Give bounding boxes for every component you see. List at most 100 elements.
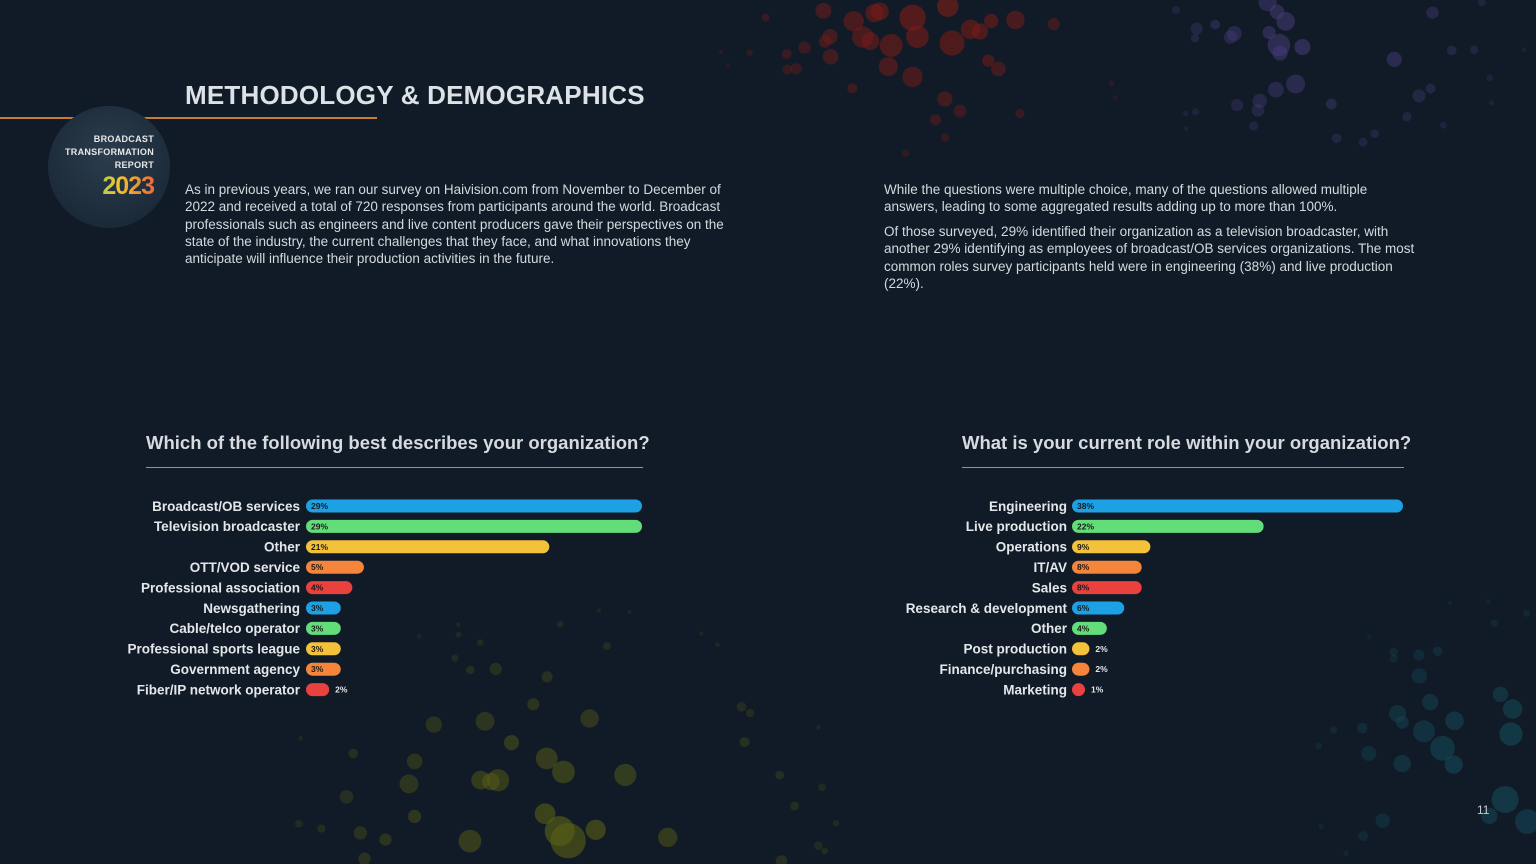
decorative-dot — [990, 61, 1006, 77]
decorative-dot — [982, 54, 995, 67]
page-number: 11 — [1477, 803, 1490, 817]
decorative-dot — [486, 769, 510, 792]
decorative-dot — [585, 819, 606, 840]
decorative-dot — [815, 2, 832, 19]
decorative-dot — [1210, 19, 1221, 30]
decorative-dot — [1370, 129, 1380, 138]
bar-value-label: 21% — [311, 542, 328, 552]
chart-title-organization: Which of the following best describes yo… — [146, 432, 650, 453]
decorative-dot — [317, 824, 326, 833]
bar-value-label: 8% — [1077, 562, 1090, 572]
decorative-dot — [627, 610, 632, 615]
decorative-dot — [1248, 121, 1259, 131]
decorative-dot — [1490, 619, 1499, 627]
title-accent-rule — [0, 117, 377, 119]
decorative-dot — [1183, 110, 1189, 117]
decorative-dot — [1425, 83, 1436, 94]
bar-value-label: 29% — [311, 501, 328, 511]
bar — [306, 601, 341, 615]
decorative-dot — [746, 49, 753, 56]
decorative-dot — [534, 803, 556, 825]
decorative-dot — [1395, 715, 1409, 729]
decorative-dot — [745, 708, 755, 718]
decorative-dot — [1486, 599, 1491, 604]
decorative-dot — [455, 631, 462, 638]
decorative-dot — [1191, 108, 1200, 116]
decorative-dot — [725, 63, 731, 68]
decorative-dot — [1361, 745, 1377, 761]
bar-value-label: 8% — [1077, 583, 1090, 593]
decorative-dot — [339, 790, 354, 804]
decorative-dot — [1446, 45, 1457, 56]
decorative-dot — [879, 33, 903, 57]
decorative-dot — [1358, 137, 1368, 147]
bar-label: Other — [1031, 621, 1068, 636]
bar-label: Television broadcaster — [154, 519, 301, 534]
decorative-dot — [1432, 646, 1443, 656]
decorative-dot — [603, 642, 611, 650]
bar — [306, 581, 353, 595]
bar-label: Sales — [1032, 580, 1067, 595]
decorative-dot — [298, 735, 304, 741]
role-bar-chart: Engineering 38% Live production 22% Operatio… — [906, 499, 1403, 697]
decorative-dot — [1331, 133, 1342, 144]
decorative-dot — [818, 783, 826, 792]
decorative-dot — [878, 57, 898, 77]
bar-label: Post production — [964, 642, 1068, 657]
decorative-dot — [1183, 126, 1189, 131]
decorative-dot — [818, 35, 832, 48]
decorative-dot — [425, 716, 442, 733]
decorative-dot — [1318, 823, 1324, 830]
decorative-dot — [865, 3, 884, 23]
bar — [1072, 683, 1085, 697]
decorative-dot — [816, 725, 821, 730]
bar — [306, 662, 341, 676]
decorative-dot — [901, 149, 910, 157]
decorative-dot — [1486, 74, 1494, 82]
decorative-dot — [1230, 99, 1244, 112]
bar-label: Professional sports league — [127, 642, 300, 657]
decorative-dot — [790, 63, 802, 75]
bar-value-label: 5% — [311, 562, 324, 572]
decorative-dot — [1251, 104, 1265, 117]
bar-label: Government agency — [170, 662, 300, 677]
badge-year: 2023 — [48, 173, 155, 199]
decorative-dot — [798, 41, 811, 54]
organization-bar-chart: Broadcast/OB services 29% Television broad… — [127, 499, 642, 697]
decorative-dot — [1268, 81, 1284, 98]
decorative-dot — [1412, 89, 1426, 103]
decorative-dot — [476, 639, 484, 646]
decorative-dot — [822, 48, 839, 65]
decorative-dot — [790, 801, 799, 811]
bar — [1072, 581, 1142, 595]
decorative-dot — [843, 11, 864, 32]
bar-label: Broadcast/OB services — [152, 499, 300, 514]
decorative-dot — [1499, 722, 1523, 746]
decorative-dot — [1375, 813, 1390, 828]
decorative-dot — [1422, 694, 1439, 711]
badge-line-1: BROADCAST — [93, 134, 154, 144]
decorative-dot — [1262, 25, 1276, 40]
bar-label: Newsgathering — [203, 601, 300, 616]
bar-value-label: 38% — [1077, 501, 1094, 511]
decorative-dot — [1047, 18, 1060, 31]
decorative-dot — [953, 104, 967, 118]
bar-label: Engineering — [989, 499, 1067, 514]
decorative-dot — [1411, 668, 1427, 684]
bar-label: Professional association — [141, 580, 300, 595]
decorative-dot — [1389, 654, 1398, 663]
decorative-dot — [761, 13, 770, 22]
decorative-dot — [1226, 26, 1242, 42]
bar-value-label: 3% — [311, 603, 324, 613]
decorative-dot — [1445, 711, 1464, 731]
decorative-dot — [471, 770, 491, 790]
report-badge: BROADCAST TRANSFORMATION REPORT 2023 — [48, 106, 170, 228]
decorative-dot — [1477, 0, 1486, 6]
decorative-dot — [556, 621, 564, 628]
intro-paragraph-left: As in previous years, we ran our survey … — [185, 182, 724, 267]
decorative-dot — [614, 763, 637, 787]
bar-label: Research & development — [906, 601, 1068, 616]
decorative-dot — [1386, 51, 1402, 67]
decorative-dot — [1492, 686, 1509, 703]
page-title: METHODOLOGY & DEMOGRAPHICS — [185, 80, 645, 110]
